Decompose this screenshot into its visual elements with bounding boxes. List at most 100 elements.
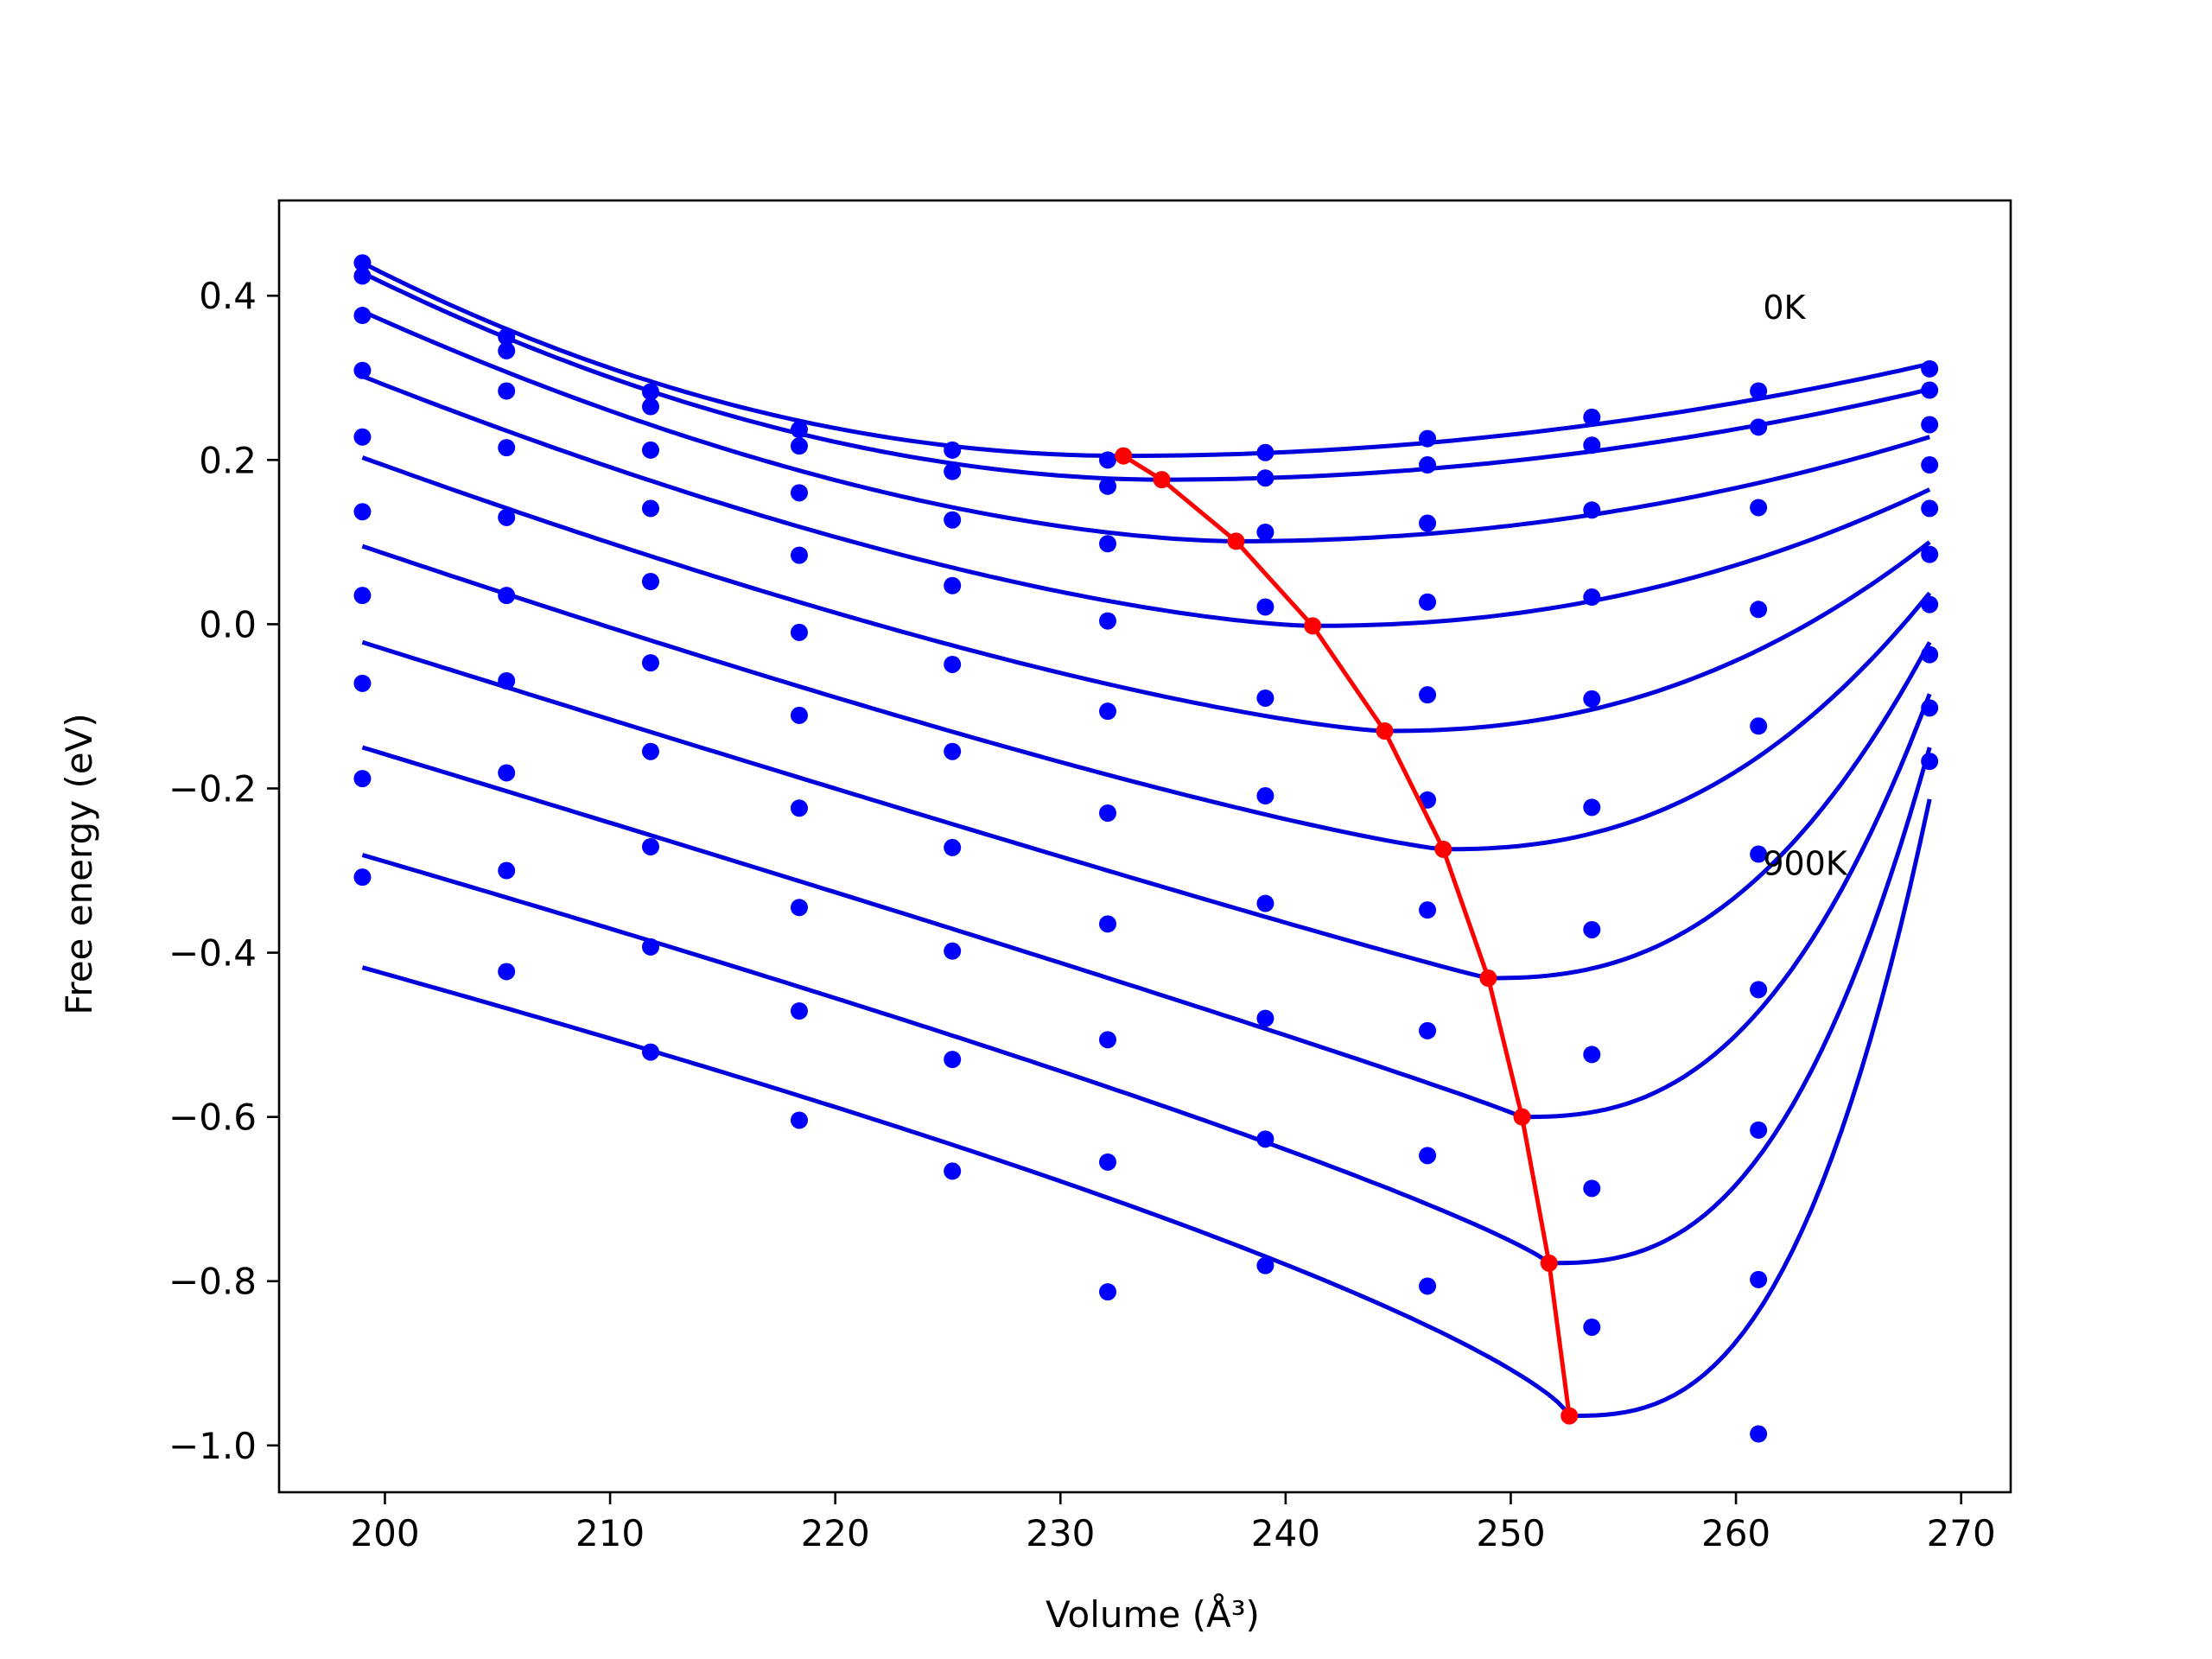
data-point bbox=[353, 307, 372, 325]
fit-curve-10 bbox=[361, 798, 1932, 1419]
data-point bbox=[1921, 545, 1939, 563]
data-point bbox=[790, 484, 808, 502]
data-point bbox=[1256, 443, 1274, 461]
data-point bbox=[1583, 588, 1601, 607]
equilibrium-curve bbox=[1115, 447, 1579, 1425]
data-point bbox=[353, 361, 372, 379]
y-tick-label: −0.6 bbox=[168, 1096, 257, 1139]
data-point bbox=[641, 572, 659, 590]
data-point bbox=[498, 327, 516, 346]
data-point bbox=[1750, 981, 1768, 999]
fit-curve-4 bbox=[361, 374, 1931, 628]
y-tick-label: −0.2 bbox=[168, 767, 257, 810]
data-point bbox=[1419, 1147, 1437, 1165]
data-point bbox=[944, 1162, 962, 1180]
data-point bbox=[1750, 845, 1768, 863]
equilibrium-point bbox=[1115, 447, 1133, 465]
data-point bbox=[353, 267, 372, 285]
y-axis: 0.4 0.2 0.0 −0.2 −0.4 −0.6 −0.8 −1.0 bbox=[168, 275, 279, 1467]
data-point bbox=[944, 942, 962, 960]
equilibrium-point bbox=[1434, 840, 1452, 858]
equilibrium-point bbox=[1479, 969, 1497, 988]
data-point bbox=[1256, 894, 1274, 912]
data-point bbox=[1750, 1270, 1768, 1288]
data-point bbox=[1099, 451, 1117, 469]
data-point bbox=[944, 441, 962, 459]
x-tick-label: 210 bbox=[575, 1512, 645, 1554]
data-point bbox=[944, 576, 962, 594]
data-point bbox=[641, 654, 659, 672]
data-point bbox=[1256, 787, 1274, 805]
data-point bbox=[790, 623, 808, 641]
data-point bbox=[790, 437, 808, 455]
x-tick-label: 250 bbox=[1476, 1512, 1545, 1554]
data-point bbox=[1583, 436, 1601, 454]
y-tick-label: −0.8 bbox=[168, 1261, 257, 1303]
data-point bbox=[353, 868, 372, 887]
data-point bbox=[498, 587, 516, 605]
data-point bbox=[641, 938, 659, 956]
x-axis: 200 210 220 230 240 250 260 270 bbox=[350, 1492, 1996, 1554]
data-point bbox=[944, 742, 962, 760]
data-point bbox=[1583, 1318, 1601, 1336]
data-point bbox=[944, 462, 962, 480]
y-tick-label: 0.2 bbox=[199, 439, 257, 481]
equilibrium-point bbox=[1304, 617, 1322, 635]
data-point bbox=[790, 1002, 808, 1020]
data-point bbox=[1583, 501, 1601, 519]
data-point bbox=[353, 428, 372, 446]
data-point bbox=[1921, 416, 1939, 434]
x-tick-label: 220 bbox=[801, 1512, 870, 1554]
data-point bbox=[353, 587, 372, 605]
data-point bbox=[353, 503, 372, 521]
x-tick-label: 200 bbox=[350, 1512, 419, 1554]
data-point bbox=[498, 764, 516, 782]
y-tick-label: 0.4 bbox=[199, 275, 257, 317]
data-point bbox=[1419, 1277, 1437, 1295]
data-point bbox=[353, 254, 372, 272]
data-point bbox=[1583, 798, 1601, 817]
data-point bbox=[944, 655, 962, 673]
data-point bbox=[1419, 593, 1437, 611]
data-point bbox=[1256, 1009, 1274, 1027]
data-point bbox=[1921, 456, 1939, 474]
equilibrium-point bbox=[1376, 721, 1394, 740]
data-point bbox=[1750, 601, 1768, 619]
equilibrium-point bbox=[1560, 1407, 1579, 1425]
annotations: 0K 900K bbox=[1763, 289, 1848, 882]
data-point bbox=[1099, 1283, 1117, 1301]
data-point bbox=[1921, 595, 1939, 613]
x-axis-label: Volume (Å³) bbox=[1046, 1592, 1260, 1636]
data-point bbox=[1750, 499, 1768, 517]
data-point bbox=[944, 511, 962, 529]
equilibrium-point bbox=[1153, 471, 1171, 489]
data-point bbox=[1921, 359, 1939, 378]
data-point bbox=[1419, 429, 1437, 448]
data-point bbox=[1419, 901, 1437, 919]
data-point bbox=[1921, 381, 1939, 399]
data-point bbox=[1256, 469, 1274, 487]
data-point bbox=[498, 861, 516, 880]
equilibrium-point bbox=[1227, 532, 1245, 550]
data-point bbox=[498, 671, 516, 690]
y-tick-label: 0.0 bbox=[199, 603, 257, 645]
data-point bbox=[1419, 1021, 1437, 1039]
fit-curves bbox=[361, 260, 1932, 1419]
data-point bbox=[944, 838, 962, 856]
data-point bbox=[641, 397, 659, 416]
data-point bbox=[1256, 523, 1274, 541]
data-point bbox=[1750, 1121, 1768, 1139]
data-point bbox=[1583, 408, 1601, 426]
data-point bbox=[1583, 920, 1601, 938]
data-point bbox=[1099, 804, 1117, 823]
data-point bbox=[1750, 382, 1768, 400]
x-tick-label: 230 bbox=[1026, 1512, 1095, 1554]
data-point bbox=[498, 341, 516, 359]
equilibrium-line bbox=[1122, 454, 1572, 1416]
data-point bbox=[1099, 477, 1117, 495]
data-point bbox=[641, 742, 659, 760]
y-axis-label: Free energy (eV) bbox=[58, 713, 100, 1015]
data-point bbox=[641, 499, 659, 518]
